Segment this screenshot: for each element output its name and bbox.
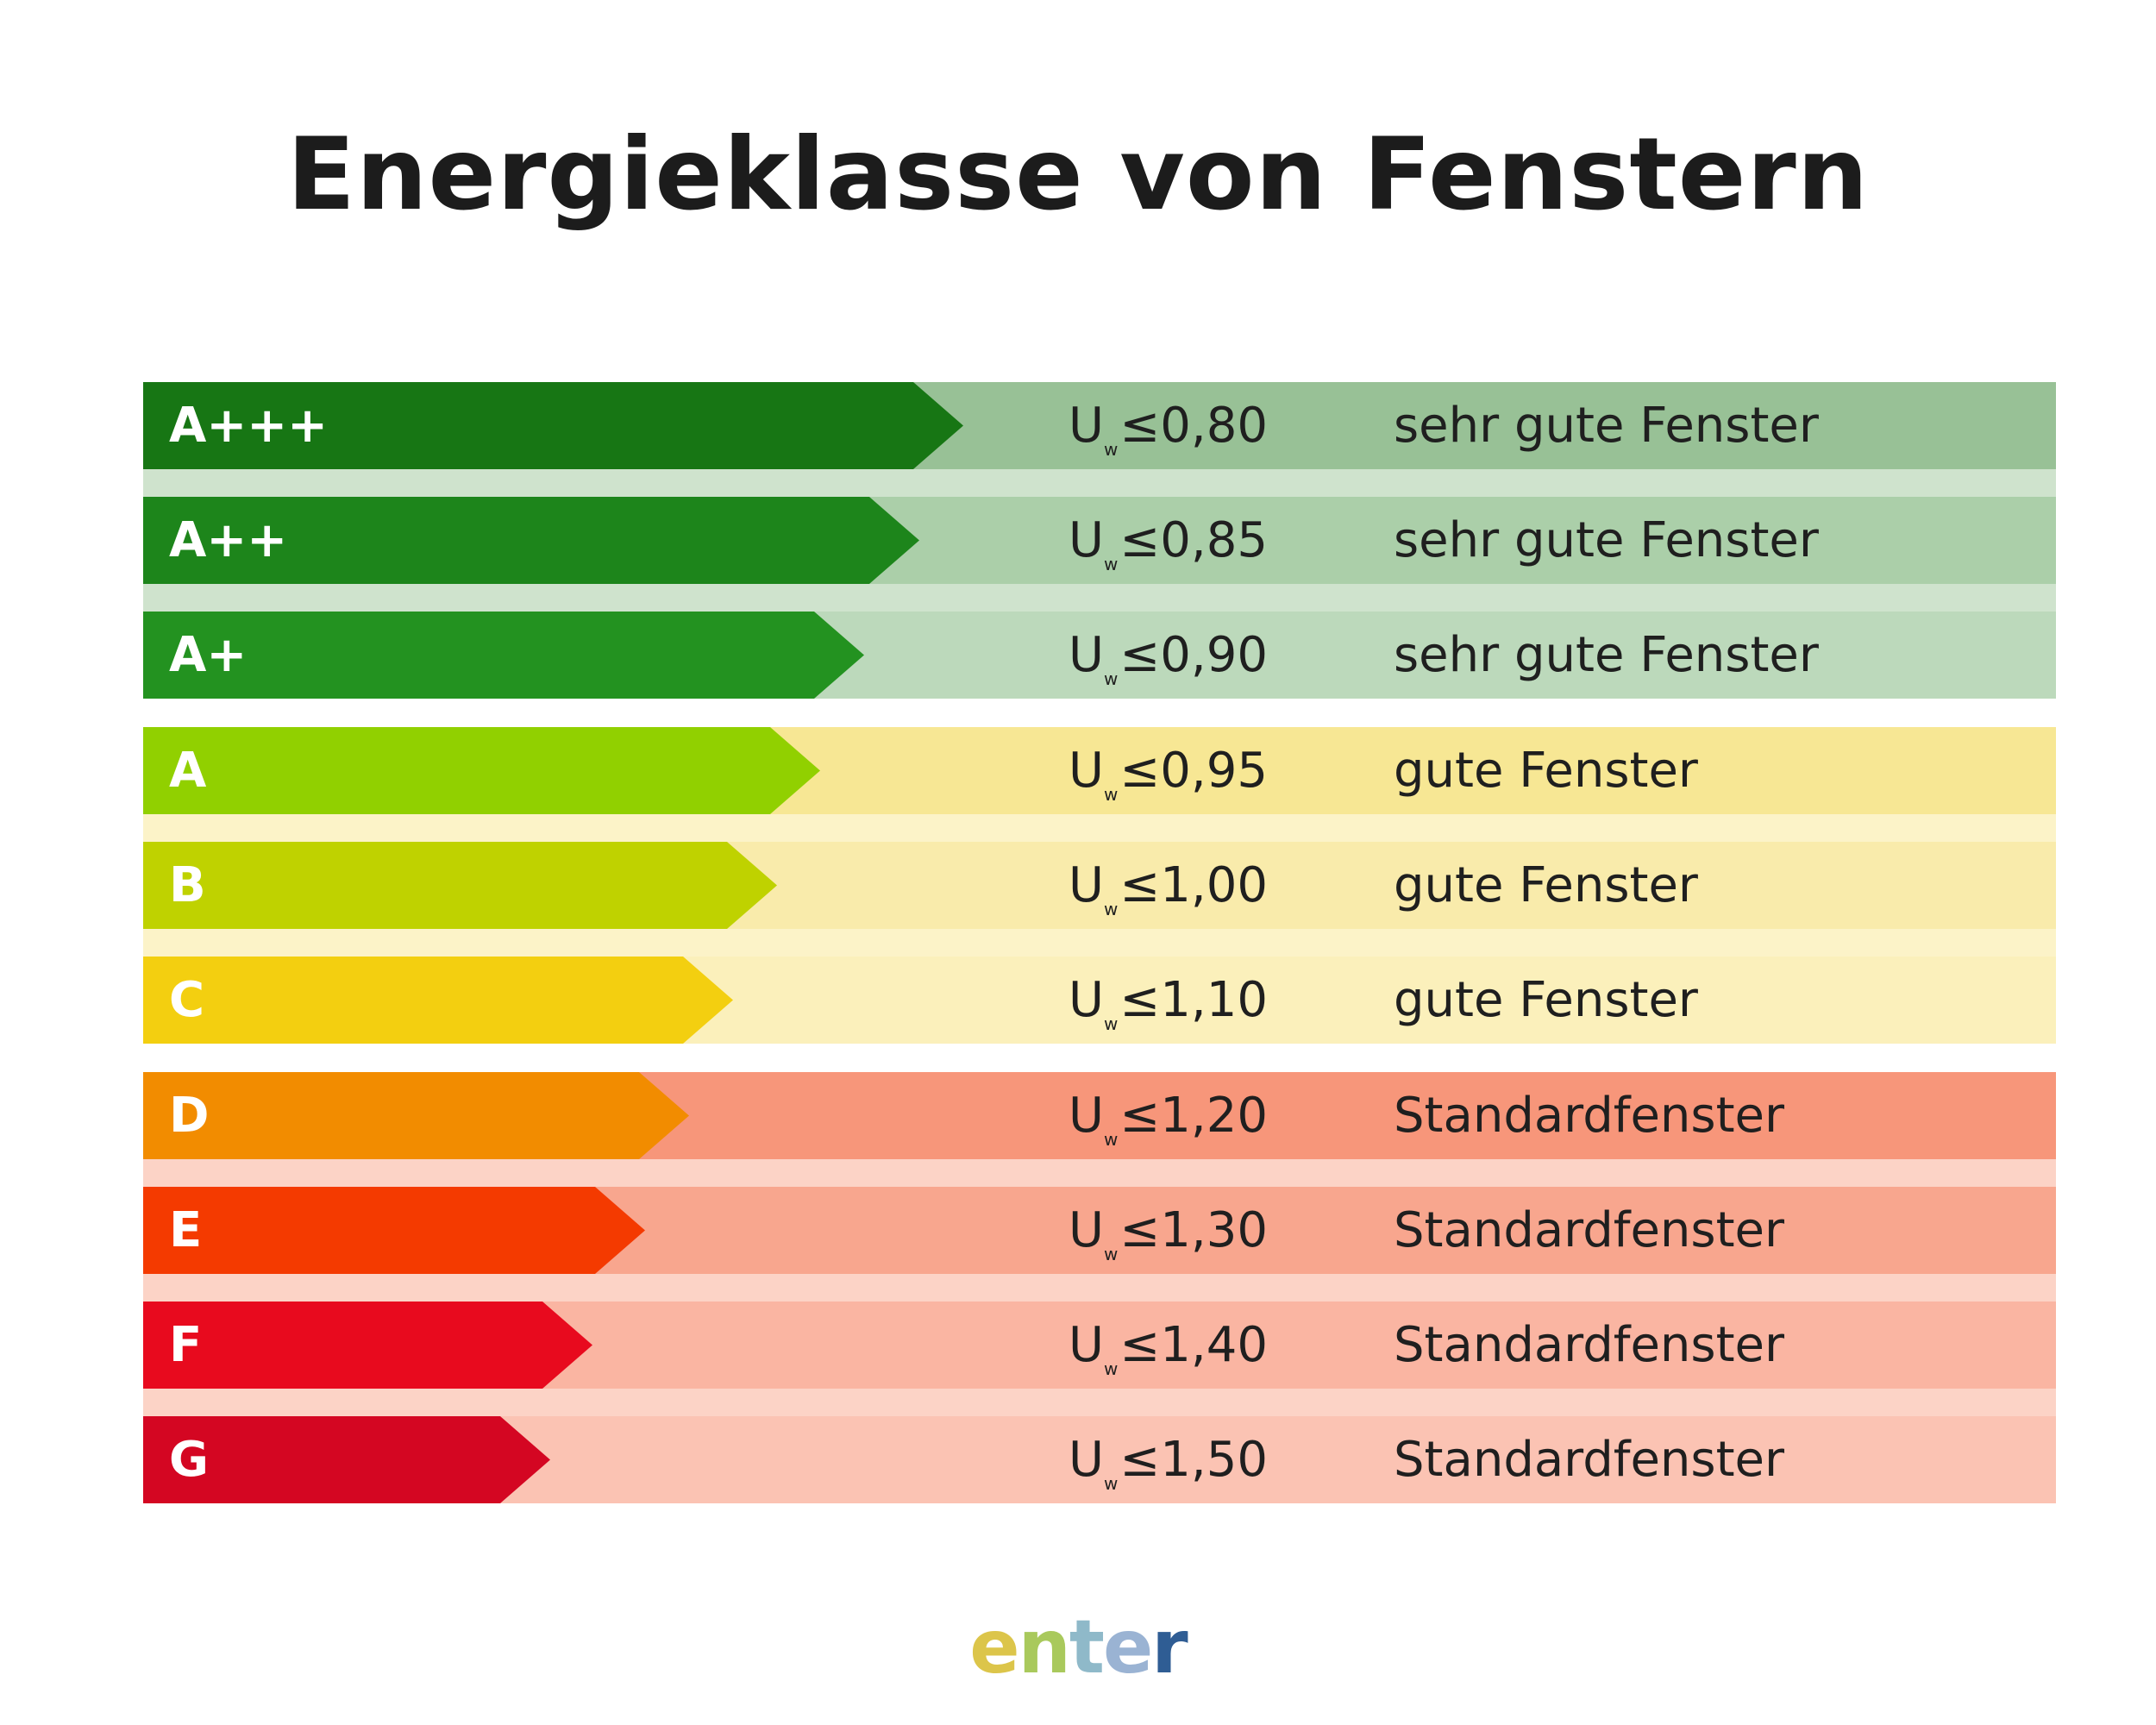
energy-class-row: C Uw≤1,10 gute Fenster xyxy=(143,957,2056,1044)
energy-class-arrow xyxy=(143,1416,550,1503)
energy-class-row: A+++ Uw≤0,80 sehr gute Fenster xyxy=(143,382,2056,469)
energy-class-label: E xyxy=(169,1202,203,1258)
u-value-number: ≤1,20 xyxy=(1119,1088,1268,1144)
u-subscript: w xyxy=(1104,1473,1119,1494)
logo-letter: e xyxy=(1102,1604,1153,1690)
energy-class-label: G xyxy=(169,1432,209,1488)
energy-class-row: A+ Uw≤0,90 sehr gute Fenster xyxy=(143,612,2056,699)
rating-description: Standardfenster xyxy=(1394,1202,1785,1258)
u-symbol: U xyxy=(1069,1088,1104,1144)
u-value: Uw≤0,95 xyxy=(1069,727,1268,814)
logo-letter: n xyxy=(1018,1604,1071,1690)
energy-class-row: A++ Uw≤0,85 sehr gute Fenster xyxy=(143,497,2056,584)
energy-class-arrow xyxy=(143,1302,592,1389)
u-value-number: ≤0,80 xyxy=(1119,398,1268,454)
rating-description: Standardfenster xyxy=(1394,1432,1785,1488)
u-symbol: U xyxy=(1069,1202,1104,1258)
u-subscript: w xyxy=(1104,554,1119,574)
u-value: Uw≤1,20 xyxy=(1069,1072,1268,1159)
rating-description: Standardfenster xyxy=(1394,1088,1785,1144)
u-value-number: ≤1,10 xyxy=(1119,972,1268,1028)
rating-description: sehr gute Fenster xyxy=(1394,512,1819,568)
energy-class-label: A xyxy=(169,743,207,799)
u-value: Uw≤1,00 xyxy=(1069,842,1268,929)
page-title: Energieklasse von Fenstern xyxy=(286,116,1870,233)
logo-letter: t xyxy=(1069,1604,1105,1690)
u-value-number: ≤1,00 xyxy=(1119,857,1268,913)
energy-class-arrow xyxy=(143,497,919,584)
u-value-number: ≤1,40 xyxy=(1119,1317,1268,1373)
energy-class-row: F Uw≤1,40 Standardfenster xyxy=(143,1302,2056,1389)
u-value-number: ≤0,90 xyxy=(1119,627,1268,683)
u-subscript: w xyxy=(1104,899,1119,919)
rating-description: gute Fenster xyxy=(1394,972,1698,1028)
u-symbol: U xyxy=(1069,1432,1104,1488)
u-subscript: w xyxy=(1104,784,1119,805)
u-symbol: U xyxy=(1069,857,1104,913)
energy-class-label: D xyxy=(169,1088,210,1144)
u-value: Uw≤0,85 xyxy=(1069,497,1268,584)
energy-class-row: E Uw≤1,30 Standardfenster xyxy=(143,1187,2056,1274)
u-subscript: w xyxy=(1104,1013,1119,1034)
u-value-number: ≤0,95 xyxy=(1119,743,1268,799)
rating-description: sehr gute Fenster xyxy=(1394,398,1819,454)
energy-class-label: F xyxy=(169,1317,203,1373)
energy-class-arrow xyxy=(143,957,733,1044)
enter-logo: enter xyxy=(0,1604,2156,1690)
u-value: Uw≤1,50 xyxy=(1069,1416,1268,1503)
u-symbol: U xyxy=(1069,398,1104,454)
energy-class-row: B Uw≤1,00 gute Fenster xyxy=(143,842,2056,929)
energy-class-arrow xyxy=(143,612,864,699)
u-value: Uw≤1,40 xyxy=(1069,1302,1268,1389)
u-value: Uw≤0,90 xyxy=(1069,612,1268,699)
u-value: Uw≤1,10 xyxy=(1069,957,1268,1044)
energy-class-label: C xyxy=(169,972,205,1028)
energy-class-arrow xyxy=(143,1187,645,1274)
u-subscript: w xyxy=(1104,1129,1119,1150)
u-subscript: w xyxy=(1104,668,1119,689)
energy-class-row: D Uw≤1,20 Standardfenster xyxy=(143,1072,2056,1159)
u-value-number: ≤1,50 xyxy=(1119,1432,1268,1488)
rating-description: sehr gute Fenster xyxy=(1394,627,1819,683)
energy-class-arrow xyxy=(143,382,963,469)
energy-class-label: A+++ xyxy=(169,398,329,454)
rating-description: Standardfenster xyxy=(1394,1317,1785,1373)
u-symbol: U xyxy=(1069,627,1104,683)
rating-description: gute Fenster xyxy=(1394,857,1698,913)
energy-class-label: A++ xyxy=(169,512,288,568)
energy-class-arrow xyxy=(143,1072,689,1159)
u-symbol: U xyxy=(1069,743,1104,799)
u-value: Uw≤0,80 xyxy=(1069,382,1268,469)
energy-class-arrow xyxy=(143,727,820,814)
energy-class-label: B xyxy=(169,857,206,913)
u-subscript: w xyxy=(1104,1244,1119,1264)
logo-letter: r xyxy=(1151,1604,1188,1690)
energy-class-label: A+ xyxy=(169,627,248,683)
u-symbol: U xyxy=(1069,512,1104,568)
u-symbol: U xyxy=(1069,1317,1104,1373)
energy-class-arrow xyxy=(143,842,777,929)
u-symbol: U xyxy=(1069,972,1104,1028)
u-value: Uw≤1,30 xyxy=(1069,1187,1268,1274)
u-subscript: w xyxy=(1104,439,1119,460)
rating-description: gute Fenster xyxy=(1394,743,1698,799)
u-value-number: ≤0,85 xyxy=(1119,512,1268,568)
energy-class-row: G Uw≤1,50 Standardfenster xyxy=(143,1416,2056,1503)
u-subscript: w xyxy=(1104,1358,1119,1379)
logo-letter: e xyxy=(969,1604,1019,1690)
energy-class-row: A Uw≤0,95 gute Fenster xyxy=(143,727,2056,814)
u-value-number: ≤1,30 xyxy=(1119,1202,1268,1258)
